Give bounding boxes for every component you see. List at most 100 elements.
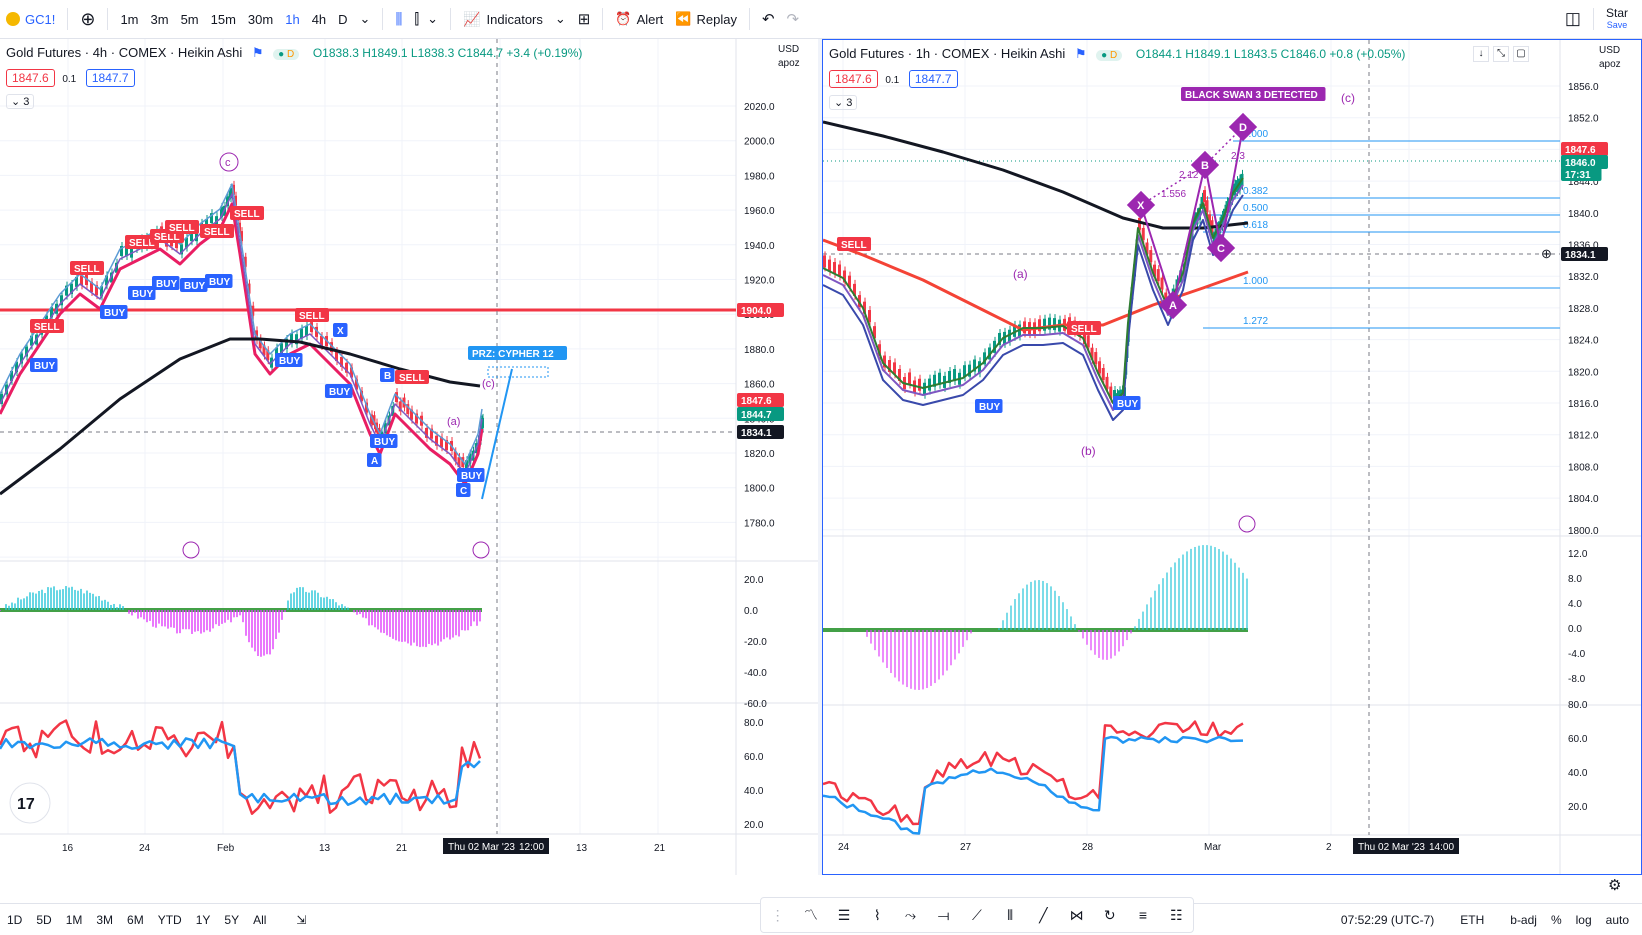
candle-body: [350, 367, 353, 378]
pattern-C: C: [460, 486, 467, 497]
timeframe-4h[interactable]: 4h: [311, 11, 327, 27]
visibility-eye-icon[interactable]: ● D: [1096, 50, 1123, 61]
candle-body: [1090, 347, 1094, 360]
chart-type-button[interactable]: ⫼: [389, 0, 408, 38]
replay-button[interactable]: ⏪ Replay: [669, 0, 743, 38]
visibility-eye-icon[interactable]: ● D: [273, 49, 300, 60]
path-icon[interactable]: ⤳: [904, 906, 917, 923]
indicators-label: Indicators: [486, 11, 543, 27]
time-tick-label: 27: [960, 842, 972, 853]
range-1d[interactable]: 1D: [7, 912, 23, 927]
range-6m[interactable]: 6M: [127, 912, 144, 927]
indicators-button[interactable]: 📈 Indicators ⌄: [457, 0, 572, 38]
right-chart-pane[interactable]: 1856.01852.01848.01844.01840.01836.01832…: [822, 39, 1642, 875]
timeframe-15m[interactable]: 15m: [210, 11, 236, 27]
timeframe-1h[interactable]: 1h: [285, 11, 300, 27]
abcd-pattern-icon[interactable]: ⌇: [873, 906, 881, 923]
candle-body: [445, 440, 448, 451]
candle-body: [838, 264, 841, 277]
gold-symbol-icon: [6, 12, 20, 26]
buy-signal-3: BUY: [184, 281, 205, 292]
log-toggle[interactable]: log: [1575, 912, 1592, 927]
fib-spiral-icon[interactable]: ↻: [1103, 906, 1116, 923]
left-ask-pill[interactable]: 1847.7: [85, 69, 135, 87]
line-icon[interactable]: ╱: [1039, 906, 1048, 923]
session-toggle[interactable]: ETH: [1460, 912, 1485, 927]
left-currency-selector[interactable]: USD apoz: [778, 43, 800, 71]
clock[interactable]: 07:52:29 (UTC-7): [1340, 912, 1435, 927]
horizontal-ray-icon[interactable]: ⟞: [937, 906, 950, 923]
pattern-C-label: C: [1217, 243, 1225, 255]
xabcd-pattern-icon[interactable]: ⋈: [1069, 906, 1084, 923]
fib-retracement-icon[interactable]: ≡: [1138, 907, 1148, 923]
right-ask-pill[interactable]: 1847.7: [908, 70, 958, 88]
right-collapse-toggle[interactable]: ⌄ 3: [829, 95, 858, 110]
timeframe-1m[interactable]: 1m: [120, 11, 139, 27]
add-symbol-button[interactable]: ⊕: [74, 0, 101, 38]
drag-handle-icon[interactable]: ⋮: [770, 906, 785, 923]
time-cursor-bg: [443, 838, 549, 854]
badj-toggle[interactable]: b-adj: [1510, 912, 1537, 927]
left-collapse-toggle[interactable]: ⌄ 3: [6, 94, 35, 109]
bars-pattern-icon[interactable]: ⦀: [1007, 906, 1014, 923]
pane-divider[interactable]: [818, 39, 822, 875]
collapse-icon[interactable]: ⤡: [1493, 46, 1509, 62]
range-all[interactable]: All: [253, 912, 267, 927]
buy-signal-1: BUY: [1117, 399, 1138, 410]
left-bid-pill[interactable]: 1847.6: [6, 69, 55, 87]
badge-last-price: 1847.6: [741, 396, 772, 407]
pattern-B-label: B: [1201, 160, 1209, 172]
left-ohlc: O1838.3 H1849.1 L1838.3 C1844.7 +3.4 (+0…: [312, 46, 583, 60]
range-1m[interactable]: 1M: [65, 912, 83, 927]
layout-button[interactable]: ◫: [1559, 0, 1587, 38]
left-chart-canvas[interactable]: 2020.02000.01980.01960.01940.01920.01900…: [0, 39, 818, 875]
left-chart-pane[interactable]: 2020.02000.01980.01960.01940.01920.01900…: [0, 39, 818, 875]
lightning-icon: [1238, 515, 1256, 533]
range-3m[interactable]: 3M: [96, 912, 114, 927]
candle-body: [1153, 264, 1156, 277]
horizontal-lines-icon[interactable]: ☰: [837, 906, 851, 923]
chevron-down-icon[interactable]: ⌄: [359, 11, 371, 26]
alert-button[interactable]: ⏰ Alert: [609, 0, 669, 38]
maximize-icon[interactable]: ▢: [1513, 46, 1529, 62]
timeframe-d[interactable]: D: [338, 11, 348, 27]
fib-level-label: 0.618: [1243, 220, 1268, 231]
right-bid-pill[interactable]: 1847.6: [829, 70, 878, 88]
timeframe-5m[interactable]: 5m: [180, 11, 199, 27]
candle-body: [1198, 207, 1201, 220]
pattern-A-label: A: [1169, 300, 1177, 312]
time-tick-label: Mar: [1204, 842, 1222, 853]
timeframe-30m[interactable]: 30m: [247, 11, 274, 27]
timeframe-3m[interactable]: 3m: [150, 11, 169, 27]
percent-toggle[interactable]: %: [1550, 912, 1562, 927]
sell-signal-4-bg: [165, 220, 199, 234]
bar-type-button[interactable]: ⫿ ⌄: [408, 0, 444, 38]
range-ytd[interactable]: YTD: [157, 912, 182, 927]
right-chart-canvas[interactable]: 1856.01852.01848.01844.01840.01836.01832…: [823, 40, 1641, 874]
range-1y[interactable]: 1Y: [195, 912, 211, 927]
range-5y[interactable]: 5Y: [224, 912, 240, 927]
fib-extension-icon[interactable]: ☷: [1169, 906, 1183, 923]
templates-button[interactable]: ⊞: [572, 0, 597, 38]
buy-signal-3-bg: [180, 278, 208, 292]
symbol-search[interactable]: GC1!: [0, 0, 61, 38]
arrow-down-icon[interactable]: ↓: [1473, 46, 1489, 62]
ray-icon[interactable]: ⟋: [972, 906, 982, 923]
lightning-icon: [472, 541, 490, 559]
save-area[interactable]: Star Save: [1600, 0, 1642, 38]
auto-toggle[interactable]: auto: [1605, 912, 1629, 927]
redo-button[interactable]: ↷: [781, 0, 806, 38]
sell-signal-5-bg: [200, 224, 234, 238]
trend-line-icon[interactable]: 〽: [803, 907, 818, 923]
settings-gear-icon[interactable]: ⚙: [1608, 877, 1622, 894]
osc-tick-label: 0.0: [744, 606, 758, 617]
candle-body: [360, 390, 363, 401]
pattern-X-bg: [333, 323, 348, 337]
undo-button[interactable]: ↶: [756, 0, 781, 38]
sell-signal-6-bg: [230, 206, 264, 220]
range-5d[interactable]: 5D: [36, 912, 52, 927]
candle-body: [185, 237, 188, 248]
goto-date-icon[interactable]: ⇲: [296, 912, 307, 927]
right-currency-selector[interactable]: USD apoz: [1599, 44, 1621, 72]
candle-body: [280, 343, 283, 354]
